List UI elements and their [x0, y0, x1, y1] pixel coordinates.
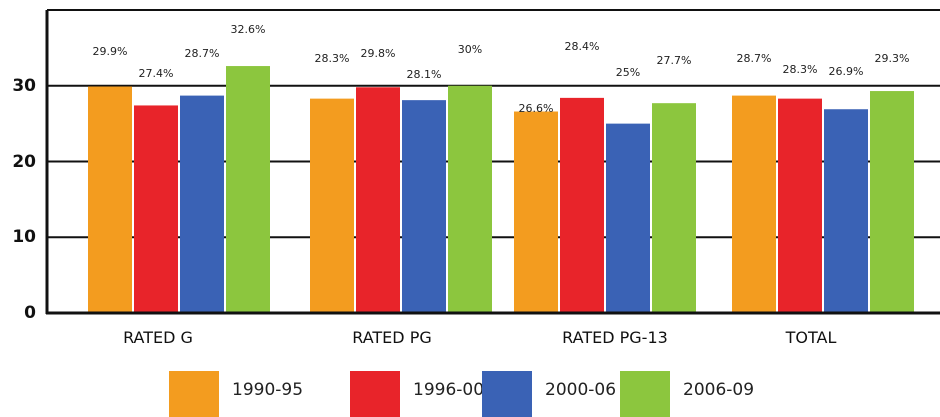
- legend-swatch: [169, 371, 219, 417]
- legend-label: 1996-00: [413, 380, 484, 400]
- data-label: 28.3%: [783, 63, 818, 76]
- bar: [448, 85, 492, 313]
- data-label: 25%: [616, 66, 640, 79]
- y-axis-ticks: 0 10 20 30: [12, 76, 36, 323]
- data-label: 28.7%: [737, 52, 772, 65]
- legend-label: 2006-09: [683, 380, 754, 400]
- y-tick-label: 20: [12, 152, 36, 172]
- data-label: 27.4%: [139, 67, 174, 80]
- bar: [778, 98, 822, 313]
- y-tick-label: 30: [12, 76, 36, 96]
- data-label: 30%: [458, 43, 482, 56]
- legend-label: 1990-95: [232, 380, 303, 400]
- bar: [824, 109, 868, 313]
- bar: [226, 66, 270, 314]
- bar: [402, 100, 446, 313]
- bar: [606, 123, 650, 313]
- bar: [514, 111, 558, 313]
- bar: [310, 98, 354, 313]
- bar: [134, 105, 178, 313]
- bar: [88, 86, 132, 313]
- data-label: 26.6%: [519, 102, 554, 115]
- data-label: 29.8%: [361, 47, 396, 60]
- x-category-label: RATED PG-13: [562, 328, 668, 347]
- data-label: 28.3%: [315, 52, 350, 65]
- data-label: 28.7%: [185, 47, 220, 60]
- data-label: 27.7%: [657, 54, 692, 67]
- data-label: 29.3%: [875, 52, 910, 65]
- y-tick-label: 10: [12, 227, 36, 247]
- data-label: 28.1%: [407, 68, 442, 81]
- bar: [732, 95, 776, 313]
- legend-swatch: [482, 371, 532, 417]
- legend-swatch: [350, 371, 400, 417]
- bar: [870, 91, 914, 314]
- x-category-label: TOTAL: [785, 328, 837, 347]
- data-label: 26.9%: [829, 65, 864, 78]
- legend-swatch: [620, 371, 670, 417]
- data-label: 29.9%: [93, 45, 128, 58]
- bar: [180, 95, 224, 313]
- bars: [88, 66, 914, 314]
- legend-label: 2000-06: [545, 380, 616, 400]
- bar: [356, 87, 400, 313]
- x-category-label: RATED PG: [352, 328, 432, 347]
- plot-border: [45, 9, 940, 315]
- data-label: 32.6%: [231, 23, 266, 36]
- bar: [560, 97, 604, 314]
- data-labels: 29.9% 27.4% 28.7% 32.6% 28.3% 29.8% 28.1% 30% 26…: [93, 23, 910, 115]
- x-category-label: RATED G: [123, 328, 193, 347]
- legend: 1990-95 1996-00 2000-06 2006-09: [169, 371, 754, 417]
- x-axis-categories: RATED G RATED PG RATED PG-13 TOTAL: [123, 328, 836, 347]
- data-label: 28.4%: [565, 40, 600, 53]
- bar: [652, 103, 696, 313]
- y-tick-label: 0: [24, 303, 36, 323]
